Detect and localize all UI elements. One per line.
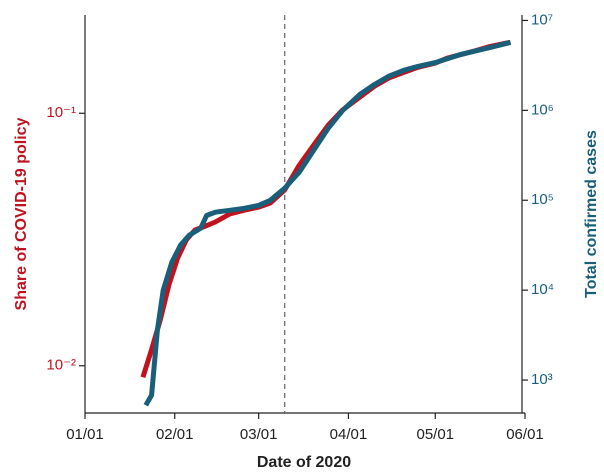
x-tick-label: 03/01 xyxy=(240,426,278,443)
y-tick-label: 10⁻² xyxy=(46,357,76,374)
y2-tick-label: 10⁶ xyxy=(531,101,554,118)
y2-tick-label: 10⁴ xyxy=(531,281,554,298)
x-tick-label: 05/01 xyxy=(416,426,454,443)
x-axis-label: Date of 2020 xyxy=(257,454,351,471)
y-axis-label: Share of COVID-19 policy xyxy=(13,117,30,310)
x-tick-label: 01/01 xyxy=(66,426,104,443)
y2-axis-label: Total confirmed cases xyxy=(583,130,600,298)
y2-tick-label: 10³ xyxy=(531,371,553,388)
series-line xyxy=(143,39,512,407)
x-tick-label: 06/01 xyxy=(506,426,544,443)
x-tick-label: 04/01 xyxy=(330,426,368,443)
y2-tick-label: 10⁷ xyxy=(531,11,553,28)
series-line xyxy=(140,39,511,379)
y-tick-label: 10⁻¹ xyxy=(46,104,76,121)
y2-tick-label: 10⁵ xyxy=(531,191,554,208)
x-tick-label: 02/01 xyxy=(156,426,194,443)
